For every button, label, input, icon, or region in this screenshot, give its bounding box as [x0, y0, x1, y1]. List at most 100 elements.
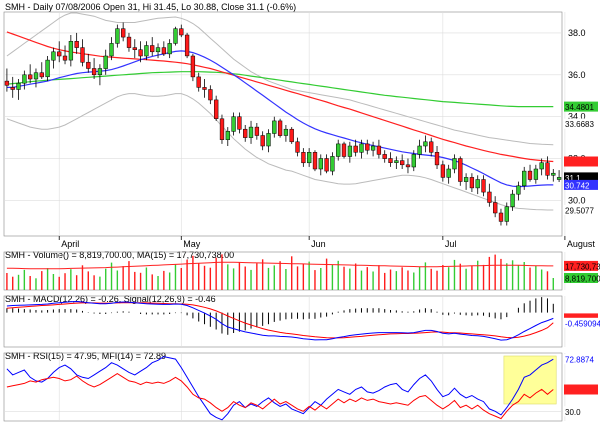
candle-body — [429, 141, 434, 153]
candle-body — [347, 145, 353, 157]
rsi-value-label: 30.0 — [565, 408, 581, 417]
candle-body — [33, 72, 39, 80]
candle-body — [283, 128, 289, 136]
candle-body — [469, 177, 475, 189]
candle-body — [336, 143, 341, 157]
candle-body — [400, 160, 405, 166]
candle-body — [150, 45, 155, 53]
candle-body — [173, 28, 178, 44]
candle-body — [487, 191, 492, 203]
mfi-line — [6, 356, 554, 421]
macd-value-label: -0.459094 — [565, 319, 600, 328]
candle-body — [155, 47, 161, 53]
upper-band-line — [6, 12, 554, 146]
candle-body — [376, 145, 382, 155]
candle-body — [458, 158, 463, 182]
candle-body — [510, 193, 515, 207]
candle-body — [289, 128, 294, 143]
volume-title: SMH - Volume() = 8,819,700.00, MA(15) = … — [5, 250, 234, 260]
candle-body — [10, 87, 15, 90]
candle-body — [324, 158, 329, 172]
candle-body — [80, 47, 85, 63]
candle-body — [475, 179, 480, 189]
candle-body — [28, 74, 33, 80]
price-tick-label: 36.0 — [568, 70, 586, 80]
candle-body — [22, 74, 27, 84]
candle-body — [219, 118, 225, 140]
price-title: SMH - Daily 07/08/2006 Open 31, Hi 31.45… — [5, 2, 296, 12]
candle-body — [45, 59, 50, 78]
price-value-label: 31.8691 — [565, 158, 594, 167]
candle-body — [405, 164, 411, 168]
volume-value-label: 8,819,700 — [565, 275, 600, 284]
candle-body — [539, 162, 544, 170]
candle-body — [423, 141, 428, 147]
candle-body — [556, 177, 562, 180]
candle-body — [411, 154, 416, 168]
candle-body — [312, 152, 318, 170]
red-ma-line — [6, 31, 554, 163]
candle-body — [190, 55, 196, 78]
candle-body — [103, 55, 108, 69]
candle-body — [481, 179, 486, 193]
rsi-line — [6, 373, 554, 420]
rsi-value-label: 72.8874 — [565, 356, 594, 365]
candle-body — [277, 120, 283, 136]
macd-value-label-bg — [564, 317, 598, 328]
candle-body — [16, 82, 21, 90]
candle-body — [266, 133, 271, 147]
candle-body — [214, 99, 219, 119]
candle-body — [318, 158, 323, 170]
volume-value-label: 17,730,738 — [565, 262, 600, 271]
candle-body — [225, 131, 230, 140]
candle-body — [417, 145, 422, 155]
price-value-label-bg — [564, 179, 598, 190]
candle-body — [4, 80, 10, 86]
candle-body — [68, 41, 74, 61]
macd-signal-line — [6, 302, 554, 339]
price-tick-label: 34.0 — [568, 112, 586, 122]
price-panel-frame — [3, 11, 563, 237]
month-label: Jul — [445, 239, 457, 249]
candle-body — [121, 28, 126, 38]
candle-body — [231, 116, 236, 132]
candle-body — [167, 43, 172, 55]
volume-ma-line — [6, 261, 554, 270]
candle-body — [132, 47, 137, 50]
macd-line — [6, 300, 554, 341]
candle-body — [533, 168, 539, 180]
price-value-label-bg — [564, 101, 598, 112]
green-ma-line — [6, 71, 554, 108]
price-value-label-bg — [564, 172, 598, 183]
candle-body — [138, 49, 143, 57]
candle-body — [504, 206, 509, 222]
candle-body — [370, 145, 376, 151]
candle-body — [91, 68, 97, 76]
price-value-label-bg — [564, 156, 598, 167]
candle-body — [545, 162, 550, 176]
month-label: Jun — [311, 239, 326, 249]
candle-body — [254, 126, 260, 136]
candle-body — [382, 154, 387, 159]
candle-body — [248, 126, 254, 138]
macd-panel-frame — [3, 295, 563, 348]
candle-body — [86, 61, 91, 69]
candle-body — [551, 172, 556, 176]
volume-value-label-bg — [564, 273, 598, 283]
price-tick-label: 38.0 — [568, 28, 586, 38]
candle-body — [237, 116, 242, 130]
candle-body — [463, 177, 469, 182]
candle-body — [260, 135, 265, 147]
candle-body — [109, 43, 114, 57]
candle-body — [359, 143, 364, 153]
candle-body — [365, 143, 370, 151]
candle-body — [330, 156, 335, 172]
candle-body — [446, 168, 451, 178]
candle-body — [184, 34, 190, 57]
candle-body — [39, 72, 44, 78]
candle-body — [243, 128, 248, 138]
highlight-box — [503, 355, 557, 405]
candle-body — [388, 158, 393, 163]
price-value-label: 29.5077 — [565, 207, 594, 216]
